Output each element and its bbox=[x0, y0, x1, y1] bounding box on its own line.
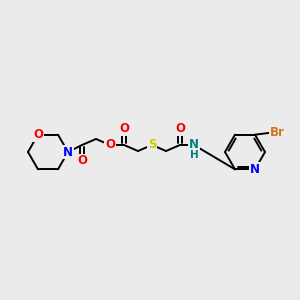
Text: O: O bbox=[119, 122, 129, 136]
Text: S: S bbox=[148, 139, 156, 152]
Text: O: O bbox=[175, 122, 185, 136]
Text: N: N bbox=[189, 139, 199, 152]
Text: N: N bbox=[63, 146, 73, 158]
Text: O: O bbox=[33, 128, 43, 141]
Text: O: O bbox=[105, 139, 115, 152]
Text: O: O bbox=[77, 154, 87, 167]
Text: N: N bbox=[250, 163, 260, 176]
Text: H: H bbox=[190, 150, 198, 160]
Text: Br: Br bbox=[270, 126, 284, 139]
